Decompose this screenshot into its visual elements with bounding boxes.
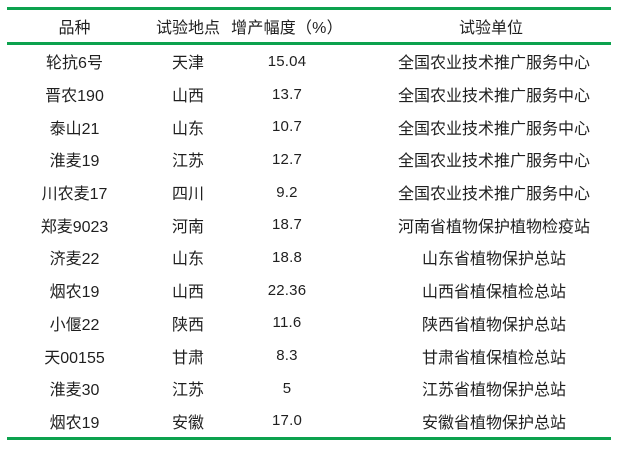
table-row: 济麦22 山东 18.8 山东省植物保护总站 <box>0 241 618 274</box>
cell-unit: 全国农业技术推广服务中心 <box>397 88 590 106</box>
header-rule <box>7 42 611 45</box>
cell-increase: 12.7 <box>272 150 302 168</box>
cell-location: 天津 <box>171 55 204 73</box>
cell-unit: 陕西省植物保护总站 <box>421 316 566 334</box>
table-row: 淮麦19 江苏 12.7 全国农业技术推广服务中心 <box>0 143 618 176</box>
table-row: 烟农19 安徽 17.0 安徽省植物保护总站 <box>0 405 618 438</box>
cell-variety: 济麦22 <box>49 251 100 269</box>
cell-increase: 13.7 <box>272 85 302 103</box>
header-location: 试验地点 <box>155 20 220 37</box>
cell-variety: 烟农19 <box>49 414 100 432</box>
cell-increase: 11.6 <box>272 314 302 332</box>
cell-unit: 全国农业技术推广服务中心 <box>397 186 590 204</box>
cell-variety: 小偃22 <box>49 316 100 334</box>
header-variety: 品种 <box>58 20 91 37</box>
cell-unit: 甘肃省植保植检总站 <box>421 349 566 367</box>
cell-location: 山东 <box>171 251 204 269</box>
cell-increase: 5 <box>282 379 292 397</box>
cell-location: 山西 <box>171 88 204 106</box>
cell-unit: 江苏省植物保护总站 <box>421 382 566 400</box>
table-row: 晋农190 山西 13.7 全国农业技术推广服务中心 <box>0 78 618 111</box>
cell-increase: 8.3 <box>276 347 298 365</box>
cell-increase: 17.0 <box>272 412 302 430</box>
table-row: 淮麦30 江苏 5 江苏省植物保护总站 <box>0 372 618 405</box>
cell-unit: 山西省植保植检总站 <box>421 284 566 302</box>
cell-variety: 淮麦30 <box>49 382 100 400</box>
cell-unit: 河南省植物保护植物检疫站 <box>397 218 590 236</box>
cell-location: 江苏 <box>171 153 204 171</box>
table-header-row: 品种 试验地点 增产幅度（%） 试验单位 <box>0 10 618 42</box>
table-row: 小偃22 陕西 11.6 陕西省植物保护总站 <box>0 307 618 340</box>
cell-unit: 安徽省植物保护总站 <box>421 414 566 432</box>
cell-variety: 郑麦9023 <box>40 218 109 236</box>
cell-increase: 15.04 <box>267 52 307 70</box>
cell-variety: 淮麦19 <box>49 153 100 171</box>
cell-increase: 10.7 <box>272 118 302 136</box>
table-row: 郑麦9023 河南 18.7 河南省植物保护植物检疫站 <box>0 208 618 241</box>
cell-location: 河南 <box>171 218 204 236</box>
table-row: 川农麦17 四川 9.2 全国农业技术推广服务中心 <box>0 176 618 209</box>
top-rule <box>7 7 611 10</box>
cell-increase: 22.36 <box>267 281 307 299</box>
cell-increase: 9.2 <box>276 183 298 201</box>
cell-location: 山东 <box>171 120 204 138</box>
cell-increase: 18.8 <box>272 248 302 266</box>
header-unit: 试验单位 <box>458 20 523 37</box>
table-row: 烟农19 山西 22.36 山西省植保植检总站 <box>0 274 618 307</box>
cell-variety: 烟农19 <box>49 284 100 302</box>
table-body: 轮抗6号 天津 15.04 全国农业技术推广服务中心 晋农190 山西 13.7… <box>0 45 618 437</box>
cell-location: 安徽 <box>171 414 204 432</box>
cell-unit: 全国农业技术推广服务中心 <box>397 55 590 73</box>
cell-location: 甘肃 <box>171 349 204 367</box>
table-row: 泰山21 山东 10.7 全国农业技术推广服务中心 <box>0 110 618 143</box>
table-row: 轮抗6号 天津 15.04 全国农业技术推广服务中心 <box>0 45 618 78</box>
table-row: 天00155 甘肃 8.3 甘肃省植保植检总站 <box>0 339 618 372</box>
cell-unit: 全国农业技术推广服务中心 <box>397 153 590 171</box>
cell-location: 陕西 <box>171 316 204 334</box>
cell-location: 江苏 <box>171 382 204 400</box>
cell-unit: 全国农业技术推广服务中心 <box>397 120 590 138</box>
cell-variety: 天00155 <box>44 349 105 367</box>
cell-variety: 轮抗6号 <box>46 55 103 73</box>
bottom-rule <box>7 437 611 441</box>
cell-location: 四川 <box>171 186 204 204</box>
header-increase: 增产幅度（%） <box>231 20 343 37</box>
cell-location: 山西 <box>171 284 204 302</box>
cell-variety: 泰山21 <box>49 120 100 138</box>
cell-variety: 晋农190 <box>45 88 104 106</box>
cell-variety: 川农麦17 <box>41 186 108 204</box>
cell-increase: 18.7 <box>272 216 302 234</box>
cell-unit: 山东省植物保护总站 <box>421 251 566 269</box>
